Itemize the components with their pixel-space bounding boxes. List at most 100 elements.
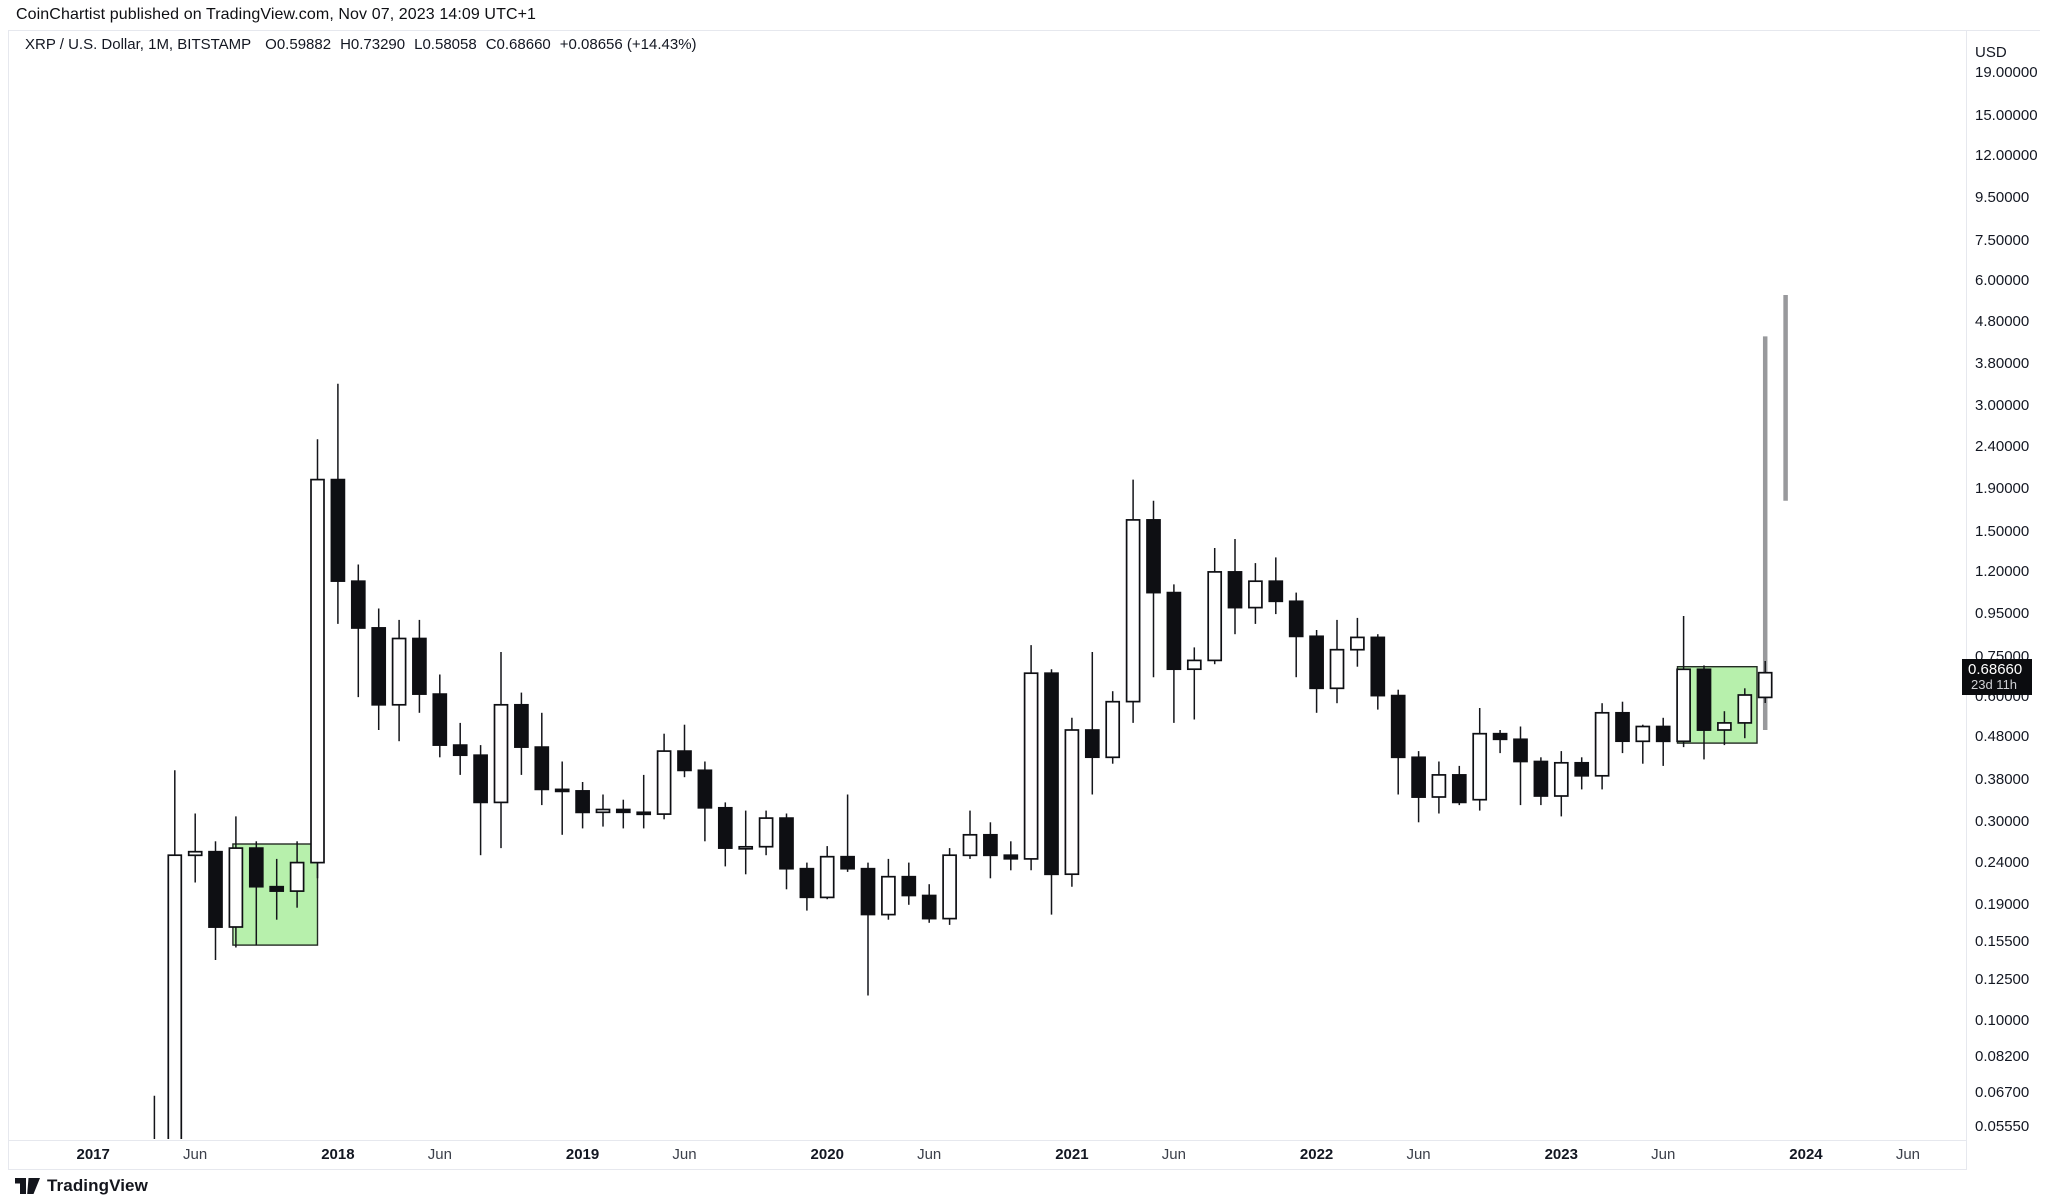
candle-2017-04 <box>153 1095 156 1139</box>
time-label-month: Jun <box>672 1146 697 1163</box>
candle-body-up <box>881 875 896 916</box>
candle-body-up <box>1431 774 1447 798</box>
time-label-year: 2023 <box>1544 1146 1578 1163</box>
candle-2023-06 <box>1655 717 1671 766</box>
candle-2022-03 <box>1350 617 1365 667</box>
candle-2019-03 <box>615 799 631 829</box>
ohlc-open: O0.59882 <box>265 36 332 53</box>
candle-2021-07 <box>1186 647 1202 720</box>
candle-body-down <box>208 850 223 928</box>
candle-body-up <box>1737 694 1753 724</box>
candle-body-down <box>269 885 285 892</box>
candle-2017-05 <box>167 770 183 1139</box>
candle-body-down <box>432 693 448 746</box>
candle-body-down <box>248 847 264 888</box>
candle-body-down <box>983 833 998 857</box>
candle-body-down <box>452 744 468 757</box>
candle-body-up <box>1064 729 1080 876</box>
chart-widget <box>8 30 2040 1170</box>
candle-2018-08 <box>473 745 488 856</box>
candle-body-down <box>636 811 652 816</box>
candle-2020-04 <box>881 858 896 920</box>
time-axis-separator <box>9 1140 1966 1141</box>
candle-body-up <box>1105 700 1121 759</box>
candle-2023-09 <box>1717 711 1732 746</box>
candle-2021-09 <box>1227 539 1243 635</box>
candle-2022-10 <box>1492 730 1508 754</box>
candle-2017-08 <box>228 816 244 948</box>
time-label-month: Jun <box>1161 1146 1186 1163</box>
candle-body-down <box>1451 774 1467 804</box>
candle-body-up <box>942 854 957 920</box>
candle-body-up <box>187 850 203 857</box>
price-axis-separator <box>1966 31 1967 1170</box>
candle-body-down <box>799 867 815 899</box>
time-label-year: 2017 <box>76 1146 110 1163</box>
candle-2023-04 <box>1615 701 1630 754</box>
candle-2019-04 <box>636 774 652 829</box>
price-label: 15.00000 <box>1975 106 2038 124</box>
brand-name: TradingView <box>47 1176 148 1195</box>
price-label: 0.95000 <box>1975 605 2030 623</box>
candle-2018-11 <box>534 712 550 806</box>
candle-2020-06 <box>921 884 937 923</box>
candle-2018-07 <box>452 722 468 775</box>
candle-body-up <box>819 855 835 899</box>
candle-body-up <box>738 845 754 850</box>
price-label: 4.80000 <box>1975 312 2030 330</box>
price-label: 6.00000 <box>1975 272 2030 290</box>
price-label: 9.50000 <box>1975 189 2030 207</box>
candle-2023-07 <box>1676 616 1691 748</box>
candle-2020-09 <box>983 822 998 879</box>
time-label-month: Jun <box>917 1146 942 1163</box>
green-zone-2017 <box>232 843 319 946</box>
candle-2018-09 <box>493 652 509 849</box>
chart-pane[interactable] <box>148 295 1788 1201</box>
time-label-year: 2022 <box>1299 1146 1334 1163</box>
candle-body-down <box>1044 672 1059 876</box>
footer: TradingView <box>14 1175 148 1197</box>
symbol-title[interactable]: XRP / U.S. Dollar, 1M, BITSTAMP <box>25 36 252 53</box>
candle-body-down <box>350 580 366 629</box>
candle-body-down <box>1309 635 1324 690</box>
candle-body-up <box>1125 519 1141 703</box>
candle-2018-10 <box>514 692 529 775</box>
candle-body-down <box>1574 761 1590 777</box>
candle-2022-06 <box>1411 751 1426 823</box>
candle-body-up <box>1553 761 1569 797</box>
price-label: 3.00000 <box>1975 397 2030 415</box>
candle-body-down <box>1288 600 1304 638</box>
ohlc-high: H0.73290 <box>340 36 406 53</box>
candle-body-down <box>554 788 570 793</box>
candle-body-up <box>1186 659 1202 671</box>
candle-2019-10 <box>758 810 774 856</box>
price-label: 0.06700 <box>1975 1084 2030 1102</box>
price-axis[interactable]: USD 19.00000 15.00000 12.00000 9.50000 7.500… <box>1962 31 2040 1170</box>
candle-2023-08 <box>1696 665 1712 760</box>
tradingview-logo[interactable]: TradingView <box>14 1176 148 1196</box>
last-price-badge[interactable]: 0.68660 23d 11h <box>1962 658 2032 695</box>
candle-body-down <box>1615 711 1630 743</box>
price-label: 0.10000 <box>1975 1011 2030 1029</box>
candle-body-up <box>493 703 509 804</box>
candle-body-down <box>1411 756 1426 798</box>
time-label-month: Jun <box>1895 1146 1920 1163</box>
candle-body-down <box>514 703 529 748</box>
candle-body-up <box>228 847 244 928</box>
price-label: 0.19000 <box>1975 895 2030 913</box>
candle-2021-02 <box>1084 652 1100 795</box>
price-label: 3.80000 <box>1975 354 2030 372</box>
candle-body-down <box>860 867 876 916</box>
time-axis[interactable]: 2017 Jun 2018 Jun 2019 Jun 2020 Jun 2021 Jun 2022 J… <box>9 1141 1966 1169</box>
ohlc-close: C0.68660 <box>485 36 551 53</box>
candle-2017-11 <box>289 841 305 908</box>
candle-body-down <box>1146 519 1161 594</box>
candle-2021-12 <box>1288 592 1304 678</box>
candle-body-up <box>758 817 774 848</box>
symbol-legend: XRP / U.S. Dollar, 1M, BITSTAMP O0.59882 H… <box>25 36 706 53</box>
candle-2022-05 <box>1390 689 1406 795</box>
candle-2023-10 <box>1737 688 1753 739</box>
candle-2017-09 <box>248 841 264 946</box>
candle-2021-03 <box>1105 691 1121 764</box>
